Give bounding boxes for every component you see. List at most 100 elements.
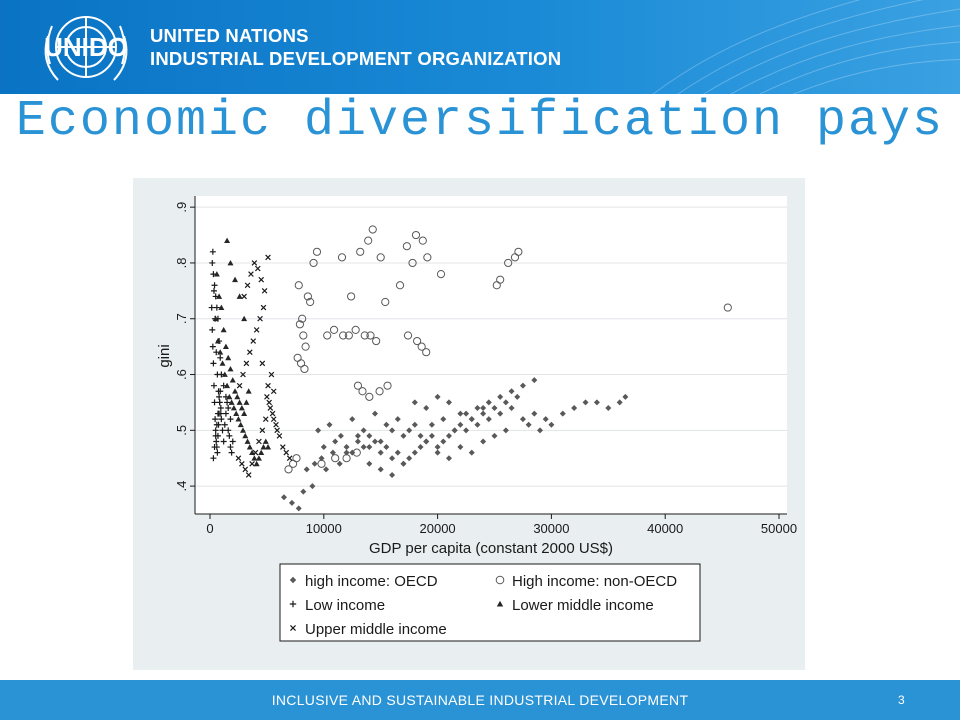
data-point bbox=[504, 258, 513, 268]
data-point bbox=[219, 427, 226, 434]
footer-bar: INCLUSIVE AND SUSTAINABLE INDUSTRIAL DEV… bbox=[0, 680, 960, 720]
data-point bbox=[214, 410, 221, 417]
data-point bbox=[366, 460, 373, 467]
x-tick-label: 10000 bbox=[306, 521, 342, 536]
data-point bbox=[249, 460, 255, 467]
data-point bbox=[222, 410, 229, 417]
data-point bbox=[616, 399, 623, 406]
data-point bbox=[365, 392, 374, 401]
data-point bbox=[593, 399, 600, 406]
data-point bbox=[320, 444, 327, 451]
legend-marker bbox=[289, 600, 297, 608]
data-point bbox=[220, 438, 227, 445]
data-point bbox=[265, 254, 271, 261]
logo-text: UNIDO bbox=[44, 32, 128, 62]
data-point bbox=[229, 438, 236, 445]
data-point bbox=[337, 253, 347, 262]
data-point bbox=[406, 455, 413, 462]
data-point bbox=[403, 331, 413, 340]
data-point bbox=[236, 399, 243, 405]
data-point bbox=[228, 449, 235, 456]
data-point bbox=[514, 393, 521, 400]
data-point bbox=[351, 325, 360, 334]
data-point bbox=[217, 405, 224, 411]
data-point bbox=[227, 365, 234, 372]
data-point bbox=[224, 382, 231, 389]
data-point bbox=[222, 343, 229, 350]
data-point bbox=[269, 410, 276, 417]
data-point bbox=[474, 405, 481, 411]
data-point bbox=[245, 388, 252, 394]
data-point bbox=[241, 293, 247, 300]
data-point bbox=[457, 410, 464, 417]
data-point bbox=[209, 259, 216, 266]
header-banner: UNIDO UNITED NATIONS INDUSTRIAL DEVELOPM… bbox=[0, 0, 960, 94]
data-point bbox=[491, 405, 498, 411]
data-point bbox=[292, 454, 301, 463]
x-tick-label: 40000 bbox=[647, 521, 683, 536]
data-point bbox=[267, 405, 274, 411]
legend-label: Low income bbox=[305, 597, 385, 614]
data-point bbox=[249, 449, 256, 456]
data-point bbox=[259, 360, 266, 367]
legend: high income: OECD High income: non-OECD Lo… bbox=[279, 563, 701, 642]
data-point bbox=[368, 225, 377, 234]
data-point bbox=[215, 388, 222, 395]
data-point bbox=[251, 455, 258, 461]
data-point bbox=[485, 399, 492, 406]
data-point bbox=[360, 331, 369, 340]
data-point bbox=[318, 455, 325, 462]
data-point bbox=[542, 416, 549, 423]
data-point bbox=[389, 427, 396, 434]
data-point bbox=[389, 455, 396, 462]
data-point bbox=[252, 449, 259, 456]
data-point bbox=[519, 416, 526, 423]
data-point bbox=[411, 230, 421, 240]
data-point bbox=[270, 416, 277, 422]
data-point bbox=[343, 449, 350, 456]
data-point bbox=[315, 427, 322, 434]
data-point bbox=[312, 247, 322, 256]
data-point bbox=[226, 432, 233, 439]
data-point bbox=[219, 360, 226, 366]
data-point bbox=[209, 248, 216, 255]
data-point bbox=[366, 432, 373, 439]
data-point bbox=[394, 449, 401, 456]
data-point bbox=[309, 258, 318, 268]
data-point bbox=[434, 444, 441, 451]
data-point bbox=[360, 427, 367, 434]
data-point bbox=[445, 455, 452, 462]
data-point bbox=[248, 271, 254, 277]
data-point bbox=[260, 304, 267, 311]
x-tick-label: 50000 bbox=[761, 521, 797, 536]
data-point bbox=[402, 242, 411, 251]
data-point bbox=[329, 325, 339, 334]
data-point bbox=[463, 427, 470, 434]
data-point bbox=[389, 471, 396, 478]
footer-tagline: INCLUSIVE AND SUSTAINABLE INDUSTRIAL DEV… bbox=[271, 692, 689, 708]
page-number: 3 bbox=[898, 693, 905, 707]
data-point bbox=[266, 399, 273, 406]
data-point bbox=[225, 354, 232, 361]
data-point bbox=[212, 432, 219, 439]
data-point bbox=[253, 460, 260, 467]
data-point bbox=[323, 466, 330, 473]
gridlines bbox=[195, 206, 787, 487]
data-point bbox=[225, 405, 232, 411]
org-line-1: UNITED NATIONS bbox=[150, 25, 309, 46]
data-point bbox=[463, 410, 470, 417]
data-point bbox=[352, 448, 361, 457]
data-point bbox=[383, 421, 390, 428]
series-2 bbox=[208, 248, 236, 462]
data-point bbox=[217, 354, 224, 361]
data-point bbox=[265, 382, 271, 389]
data-point bbox=[605, 405, 612, 411]
data-point bbox=[254, 265, 261, 272]
data-point bbox=[212, 416, 219, 423]
data-point bbox=[208, 304, 215, 311]
data-point bbox=[537, 427, 544, 434]
data-point bbox=[234, 393, 241, 400]
data-point bbox=[241, 315, 248, 322]
data-point bbox=[353, 381, 363, 390]
data-point bbox=[300, 488, 307, 495]
